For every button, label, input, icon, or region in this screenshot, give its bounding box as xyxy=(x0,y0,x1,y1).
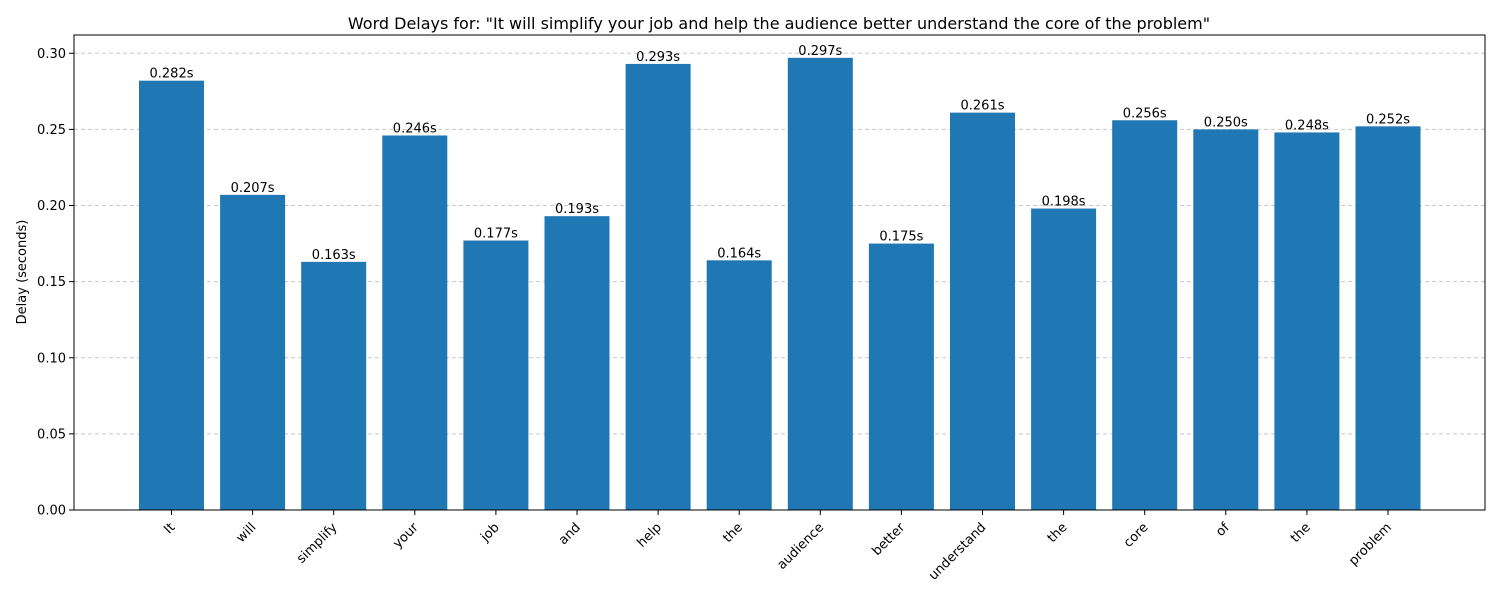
x-tick-label: help xyxy=(634,520,664,550)
x-tick-label: job xyxy=(477,520,502,545)
bar xyxy=(1112,120,1178,510)
chart-title: Word Delays for: "It will simplify your … xyxy=(348,14,1210,33)
x-tick-label: of xyxy=(1213,520,1233,540)
gridlines xyxy=(74,52,1485,435)
bar-value-label: 0.282s xyxy=(150,67,194,82)
y-tick-label: 0.00 xyxy=(37,504,66,519)
y-tick-label: 0.20 xyxy=(37,199,66,214)
bar-value-label: 0.163s xyxy=(312,248,356,263)
bar-value-label: 0.193s xyxy=(555,202,599,217)
y-tick-label: 0.10 xyxy=(37,351,66,366)
x-tick-label: simplify xyxy=(294,520,341,567)
bar xyxy=(706,260,772,510)
x-tick-label: understand xyxy=(926,520,989,583)
bar xyxy=(625,63,691,511)
bar xyxy=(382,135,448,510)
y-axis-label: Delay (seconds) xyxy=(15,220,30,325)
x-tick-label: will xyxy=(234,520,260,546)
x-tick-label: the xyxy=(720,520,746,546)
bar-value-label: 0.256s xyxy=(1123,106,1167,121)
bar xyxy=(139,80,204,510)
x-tick-label: and xyxy=(556,520,584,548)
bars xyxy=(139,57,1421,511)
x-tick-label: core xyxy=(1121,520,1152,551)
bar-value-label: 0.293s xyxy=(636,50,680,65)
bar xyxy=(220,194,286,510)
bar-value-label: 0.261s xyxy=(961,99,1005,114)
bar xyxy=(301,261,367,510)
y-tick-label: 0.15 xyxy=(37,275,66,290)
bar-value-label: 0.164s xyxy=(717,246,761,261)
bar-value-label: 0.175s xyxy=(879,230,923,245)
plot-frame xyxy=(73,34,1486,511)
x-tick-label: audience xyxy=(774,520,827,573)
y-tick-label: 0.30 xyxy=(37,47,66,62)
bar xyxy=(1031,208,1097,511)
y-tick-label: 0.05 xyxy=(37,427,66,442)
bar xyxy=(1274,132,1340,510)
x-tick-label: the xyxy=(1288,520,1314,546)
bar xyxy=(950,112,1015,511)
bar-value-label: 0.207s xyxy=(231,181,275,196)
y-tick-label: 0.25 xyxy=(37,123,66,138)
axes xyxy=(69,34,1486,515)
bar-value-label: 0.248s xyxy=(1285,118,1329,133)
bar-value-label: 0.198s xyxy=(1042,195,1086,210)
bar xyxy=(544,216,610,511)
x-tick-label: your xyxy=(390,520,422,552)
bar xyxy=(1355,126,1421,510)
bar xyxy=(1193,129,1259,510)
bar xyxy=(787,57,853,510)
x-tick-label: problem xyxy=(1346,520,1395,569)
bar-value-label: 0.250s xyxy=(1204,115,1248,130)
bar-value-label: 0.177s xyxy=(474,227,518,242)
data-labels: 0.282s 0.207s 0.163s 0.246s 0.177s 0.193s 0.29… xyxy=(150,44,1411,263)
bar-value-label: 0.246s xyxy=(393,121,437,136)
x-tick-label: the xyxy=(1045,520,1071,546)
bar-value-label: 0.297s xyxy=(798,44,842,59)
bar xyxy=(868,243,934,510)
x-tick-label: It xyxy=(161,520,178,537)
bar-value-label: 0.252s xyxy=(1366,112,1410,127)
x-tick-label: better xyxy=(869,520,908,559)
bar xyxy=(463,240,529,510)
